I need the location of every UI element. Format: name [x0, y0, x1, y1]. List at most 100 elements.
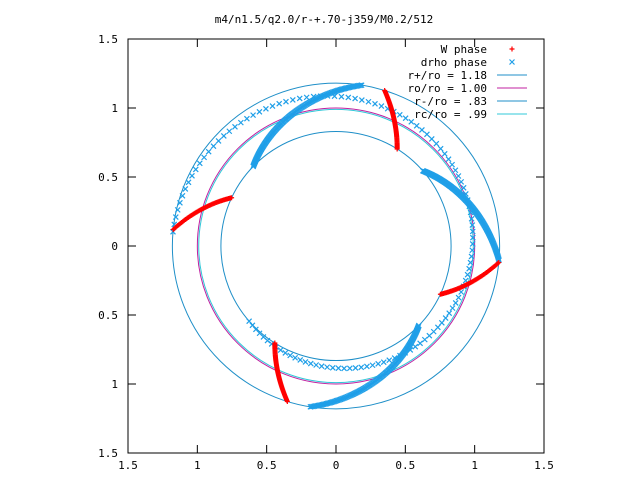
drho-phase-point [256, 108, 263, 115]
drho-phase-point [317, 93, 324, 100]
drho-phase-point [352, 95, 359, 102]
drho-phase-point [509, 59, 515, 65]
y-tick-label: 1.5 [98, 33, 118, 46]
drho-phase-point [468, 253, 475, 260]
drho-phase-point [331, 93, 338, 100]
drho-phase-point [469, 247, 476, 254]
drho-phase-point [201, 154, 208, 161]
legend-label: ro/ro = 1.00 [408, 82, 487, 95]
drho-phase-point [365, 98, 372, 105]
axes: 1.5 1 0.5 0 0.5 1 1.51.510.500.511.5 [98, 33, 554, 472]
drho-phase-point [277, 347, 284, 354]
legend-label: r+/ro = 1.18 [408, 69, 487, 82]
drho-phase-point [417, 340, 424, 347]
x-tick-label: 0 [333, 459, 340, 472]
x-tick-label: 0.5 [395, 459, 415, 472]
drho-phase-point [469, 222, 476, 229]
drho-phase-point [302, 358, 309, 365]
drho-phase-point [226, 128, 233, 135]
drho-phase-point [262, 105, 269, 112]
drho-phase-point [287, 352, 294, 359]
drho-phase-point [434, 324, 441, 331]
drho-phase-point [418, 127, 425, 133]
drho-phase-point [466, 265, 473, 272]
drho-phase-point [243, 115, 250, 122]
drho-phase-point [460, 184, 467, 191]
drho-phase-point [449, 305, 456, 312]
drho-phase-point [179, 192, 186, 199]
drho-phase-point [467, 259, 474, 266]
drho-phase-point [282, 349, 289, 356]
drho-phase-point [345, 94, 352, 101]
drho-phase-point [458, 178, 465, 185]
x-tick-label: 1 [471, 459, 478, 472]
drho-phase-point [467, 209, 474, 216]
drho-phase-point [466, 203, 473, 210]
drho-phase-point [458, 289, 465, 295]
drho-phase-point [246, 318, 253, 325]
legend-label: drho phase [421, 56, 487, 69]
y-tick-label: 1 [111, 102, 118, 115]
w-phase-series [170, 88, 502, 404]
w-phase-point [437, 291, 443, 297]
y-tick-label: 0.5 [98, 309, 118, 322]
drho-phase-point [408, 118, 415, 125]
drho-phase-point [397, 352, 403, 359]
drho-phase-point [372, 100, 378, 107]
drho-phase-point [464, 271, 471, 278]
reference-circles [171, 82, 501, 410]
phase-points [170, 82, 502, 410]
drho-phase-point [462, 190, 469, 197]
drho-phase-point [205, 148, 212, 155]
drho-phase-series [170, 82, 502, 410]
drho-phase-point [269, 103, 276, 110]
drho-phase-point [452, 167, 459, 174]
drho-phase-point [386, 357, 393, 364]
drho-phase-point [421, 336, 428, 343]
drho-phase-point [303, 94, 310, 101]
drho-phase-point [346, 365, 353, 372]
drho-phase-point [430, 328, 437, 335]
drho-phase-point [210, 143, 217, 150]
drho-phase-point [446, 310, 453, 317]
drho-phase-point [437, 145, 444, 152]
drho-phase-point [289, 96, 296, 103]
drho-phase-point [292, 354, 299, 361]
drho-phase-point [369, 362, 376, 369]
circle-series [171, 82, 501, 410]
drho-phase-point [469, 234, 476, 241]
drho-phase-point [413, 122, 420, 129]
w-phase-point [394, 146, 400, 152]
drho-phase-point [396, 111, 403, 118]
drho-phase-point [174, 206, 181, 213]
drho-phase-point [449, 161, 456, 168]
drho-phase-point [232, 123, 238, 130]
y-tick-label: 0 [111, 240, 118, 253]
drho-phase-point [426, 332, 433, 339]
drho-phase-point [185, 179, 192, 186]
w-phase-point [229, 195, 235, 201]
drho-phase-point [189, 172, 195, 179]
drho-phase-point [196, 160, 203, 167]
drho-phase-point [441, 150, 448, 157]
drho-phase-point [469, 228, 476, 235]
drho-phase-point [172, 214, 179, 221]
w-phase-point [272, 340, 278, 346]
drho-phase-point [313, 362, 320, 368]
drho-phase-point [182, 186, 189, 192]
drho-phase-point [250, 163, 257, 170]
drho-phase-point [455, 173, 462, 179]
drho-phase-point [358, 364, 365, 371]
circle-series [220, 130, 452, 362]
drho-phase-point [402, 115, 409, 122]
drho-phase-point [452, 299, 459, 306]
drho-phase-point [341, 365, 348, 372]
drho-phase-point [192, 166, 199, 173]
drho-phase-point [335, 365, 342, 372]
drho-phase-point [250, 112, 257, 119]
drho-phase-point [378, 103, 385, 110]
drho-phase-point [438, 319, 445, 326]
drho-phase-point [391, 355, 398, 361]
legend-label: W phase [441, 43, 487, 56]
drho-phase-point [276, 100, 283, 107]
